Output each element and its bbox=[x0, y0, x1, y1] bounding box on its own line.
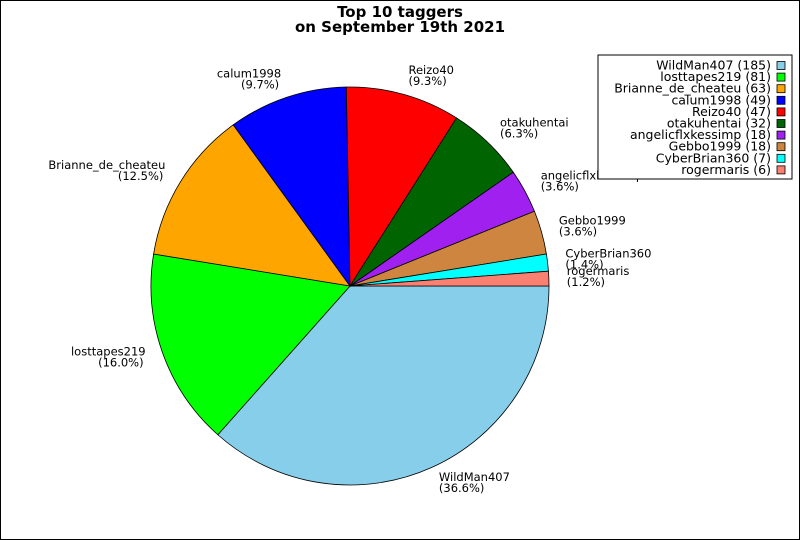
slice-percent-reizo40: (9.3%) bbox=[409, 74, 447, 88]
pie-slice-rogermaris bbox=[349, 270, 550, 287]
pie-slice-losttapes219 bbox=[150, 253, 351, 436]
slice-label-wildman407: WildMan407 bbox=[439, 470, 510, 484]
slice-percent-brianne-de-cheateu: (12.5%) bbox=[118, 169, 164, 183]
slice-label-losttapes219: losttapes219 bbox=[71, 345, 146, 359]
slice-label-cyberbrian360: CyberBrian360 bbox=[565, 247, 651, 261]
pie-slices bbox=[150, 86, 550, 486]
slice-labels: WildMan407(36.6%) losttapes219(16.0%) Bria… bbox=[48, 63, 651, 495]
slice-label-reizo40: Reizo40 bbox=[409, 63, 454, 77]
legend-label-gebbo1999: Gebbo1999 (18) bbox=[669, 139, 771, 154]
legend-label-reizo40: Reizo40 (47) bbox=[692, 104, 771, 119]
slice-percent-wildman407: (36.6%) bbox=[439, 481, 485, 495]
legend-label-brianne-de-cheateu: Brianne_de_cheateu (63) bbox=[614, 81, 771, 96]
slice-label-calum1998: calum1998 bbox=[217, 66, 281, 80]
slice-percent-otakuhentai: (6.3%) bbox=[500, 126, 538, 140]
legend-label-cyberbrian360: CyberBrian360 (7) bbox=[656, 150, 771, 165]
legend-box bbox=[597, 54, 793, 180]
slice-percent-cyberbrian360: (1.4%) bbox=[565, 258, 603, 272]
legend-swatch-brianne-de-cheateu bbox=[776, 84, 786, 94]
legend-swatch-rogermaris bbox=[776, 165, 786, 175]
slice-percent-gebbo1999: (3.6%) bbox=[559, 225, 597, 239]
legend-label-wildman407: WildMan407 (185) bbox=[656, 58, 771, 73]
legend-label-otakuhentai: otakuhentai (32) bbox=[667, 116, 771, 131]
slice-percent-losttapes219: (16.0%) bbox=[98, 356, 144, 370]
legend-label-rogermaris: rogermaris (6) bbox=[681, 162, 771, 177]
legend-label-losttapes219: losttapes219 (81) bbox=[660, 69, 771, 84]
legend-label-calum1998: calum1998 (49) bbox=[671, 92, 771, 107]
slice-percent-calum1998: (9.7%) bbox=[241, 77, 279, 91]
legend-swatch-wildman407 bbox=[776, 61, 786, 70]
legend-label-angelicflxkessimp: angelicflxkessimp (18) bbox=[630, 127, 771, 142]
legend-swatch-gebbo1999 bbox=[776, 142, 786, 152]
chart-title-line-1: Top 10 taggers bbox=[337, 3, 463, 21]
slice-label-brianne-de-cheateu: Brianne_de_cheateu bbox=[48, 158, 165, 172]
slice-percent-rogermaris: (1.2%) bbox=[567, 275, 605, 289]
legend-swatch-cyberbrian360 bbox=[776, 153, 786, 163]
slice-percent-angelicflxkessimp: (3.6%) bbox=[541, 180, 579, 194]
legend-swatch-calum1998 bbox=[776, 95, 786, 105]
pie-slice-calum1998 bbox=[232, 86, 351, 288]
slice-label-gebbo1999: Gebbo1999 bbox=[559, 214, 626, 228]
pie-slice-brianne-de-cheateu bbox=[153, 124, 351, 287]
chart-title: Top 10 taggers on September 19th 2021 bbox=[295, 3, 505, 36]
pie-slice-wildman407 bbox=[217, 285, 550, 486]
legend-swatch-losttapes219 bbox=[776, 72, 786, 82]
slice-label-otakuhentai: otakuhentai bbox=[500, 115, 569, 129]
legend: WildMan407 (185)losttapes219 (81)Brianne… bbox=[597, 54, 793, 180]
pie-slice-reizo40 bbox=[345, 86, 458, 288]
chart-title-line-2: on September 19th 2021 bbox=[295, 18, 505, 36]
legend-swatch-angelicflxkessimp bbox=[776, 130, 786, 140]
legend-swatch-reizo40 bbox=[776, 107, 786, 117]
legend-swatch-otakuhentai bbox=[776, 119, 786, 128]
slice-label-rogermaris: rogermaris bbox=[567, 264, 630, 278]
